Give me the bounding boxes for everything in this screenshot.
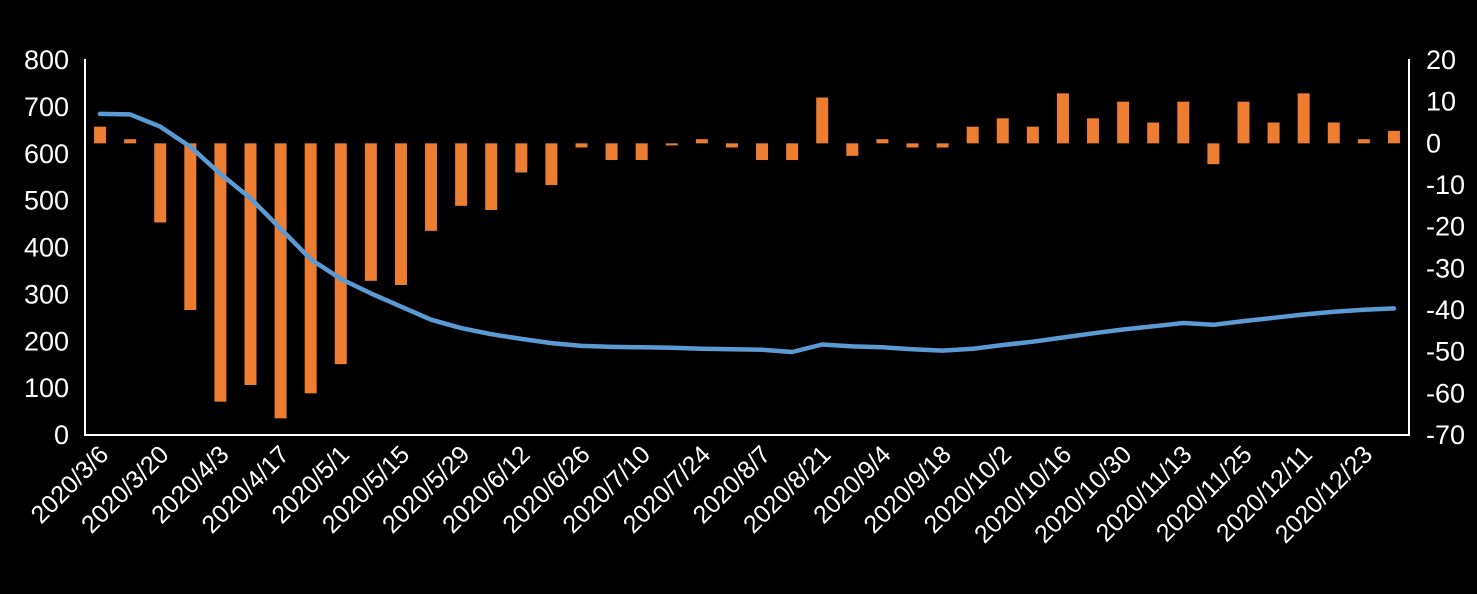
bar xyxy=(1237,101,1250,144)
left-axis-tick-label: 800 xyxy=(24,45,69,75)
bar xyxy=(786,143,799,160)
bar xyxy=(876,139,889,144)
bar xyxy=(394,143,407,285)
bar xyxy=(545,143,558,185)
bar xyxy=(1117,101,1130,144)
bar xyxy=(1297,93,1310,144)
right-axis-tick-label: -70 xyxy=(1426,420,1465,450)
bar xyxy=(1357,139,1370,144)
right-axis-tick-label: -30 xyxy=(1426,253,1465,283)
bar xyxy=(364,143,377,281)
bar xyxy=(1207,143,1220,165)
bar xyxy=(244,143,257,385)
bar xyxy=(936,143,949,148)
bar xyxy=(154,143,167,223)
bar xyxy=(695,139,708,144)
bar xyxy=(1087,118,1100,144)
bar xyxy=(906,143,919,148)
right-axis-tick-label: -20 xyxy=(1426,212,1465,242)
bar xyxy=(334,143,347,365)
bar xyxy=(455,143,468,206)
bar xyxy=(515,143,528,173)
left-axis-tick-label: 300 xyxy=(24,279,69,309)
right-axis-tick-label: -60 xyxy=(1426,378,1465,408)
bar xyxy=(425,143,438,231)
line-series-path xyxy=(97,111,1397,355)
bar xyxy=(1056,93,1069,144)
right-axis-tick-label: -10 xyxy=(1426,170,1465,200)
bar xyxy=(94,126,107,144)
bar xyxy=(725,143,738,148)
bar xyxy=(1177,101,1190,144)
left-axis-tick-label: 400 xyxy=(24,233,69,263)
bar xyxy=(1026,126,1039,144)
left-axis-tick-label: 600 xyxy=(24,139,69,169)
bar xyxy=(1147,122,1160,144)
bar xyxy=(1267,122,1280,144)
left-axis-tick-label: 200 xyxy=(24,326,69,356)
bar xyxy=(605,143,618,160)
right-axis-tick-label: -50 xyxy=(1426,337,1465,367)
left-axis-tick-label: 700 xyxy=(24,92,69,122)
right-axis-tick-label: 10 xyxy=(1426,87,1456,117)
bar xyxy=(124,139,137,144)
bar xyxy=(575,143,588,148)
bar xyxy=(1327,122,1340,144)
right-axis-tick-label: -40 xyxy=(1426,295,1465,325)
bar xyxy=(846,143,859,156)
bar xyxy=(304,143,317,394)
left-axis-tick-label: 0 xyxy=(54,420,69,450)
bar xyxy=(485,143,498,210)
bar xyxy=(996,118,1009,144)
bar xyxy=(966,126,979,144)
bar xyxy=(635,143,648,160)
bar xyxy=(274,143,287,419)
left-axis-tick-label: 500 xyxy=(24,186,69,216)
bar xyxy=(214,143,227,402)
bar xyxy=(184,143,197,310)
right-axis-tick-label: 0 xyxy=(1426,128,1441,158)
bar xyxy=(756,143,769,160)
bar xyxy=(1387,130,1400,144)
bar xyxy=(816,97,829,144)
right-axis-tick-label: 20 xyxy=(1426,45,1456,75)
left-axis-tick-label: 100 xyxy=(24,373,69,403)
bar xyxy=(665,143,678,146)
